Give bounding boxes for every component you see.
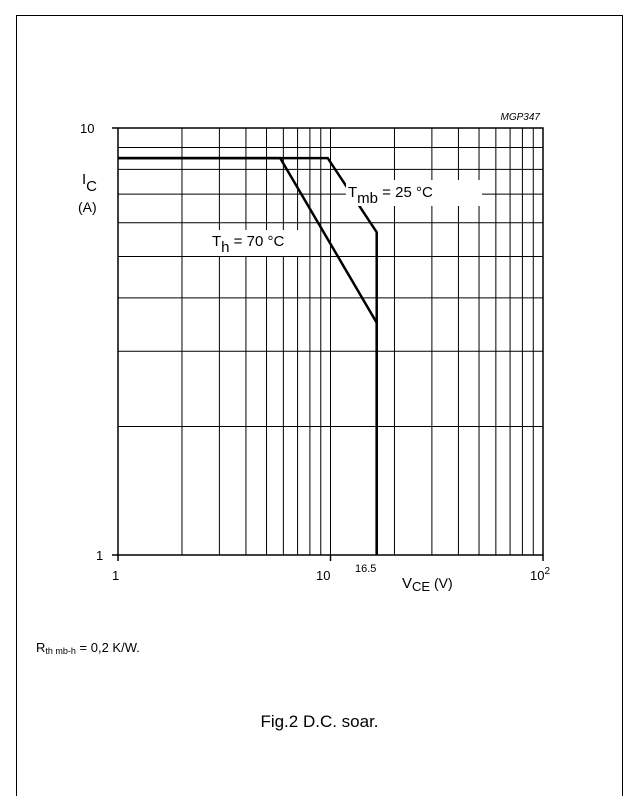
series-label-tmb: Tmb = 25 °C bbox=[348, 184, 433, 207]
y-axis-label: IC bbox=[82, 171, 97, 195]
chart-id-label: MGP347 bbox=[501, 112, 541, 123]
thermal-resistance-note: Rth mb-h = 0,2 K/W. bbox=[36, 640, 140, 656]
series-line-1 bbox=[118, 156, 378, 555]
plot-border bbox=[117, 127, 544, 556]
x-tick-label-16-5: 16.5 bbox=[355, 563, 376, 575]
x-tick-label-1: 1 bbox=[112, 568, 119, 583]
y-axis-unit: (A) bbox=[78, 199, 97, 215]
x-tick-label-10: 10 bbox=[316, 568, 330, 583]
series-line-0 bbox=[118, 156, 378, 555]
series-label-bg-th bbox=[210, 230, 306, 256]
series-lines bbox=[118, 156, 378, 555]
series-label-th: Th = 70 °C bbox=[212, 233, 284, 256]
series-label-bg-tmb bbox=[346, 180, 482, 206]
x-tick-label-100: 102 bbox=[530, 566, 550, 583]
figure-caption: Fig.2 D.C. soar. bbox=[260, 712, 379, 731]
x-axis-label: VCE (V) bbox=[402, 575, 453, 594]
y-tick-label-1: 1 bbox=[96, 548, 103, 563]
y-tick-label-10: 10 bbox=[80, 121, 94, 136]
figure-frame bbox=[16, 15, 623, 796]
